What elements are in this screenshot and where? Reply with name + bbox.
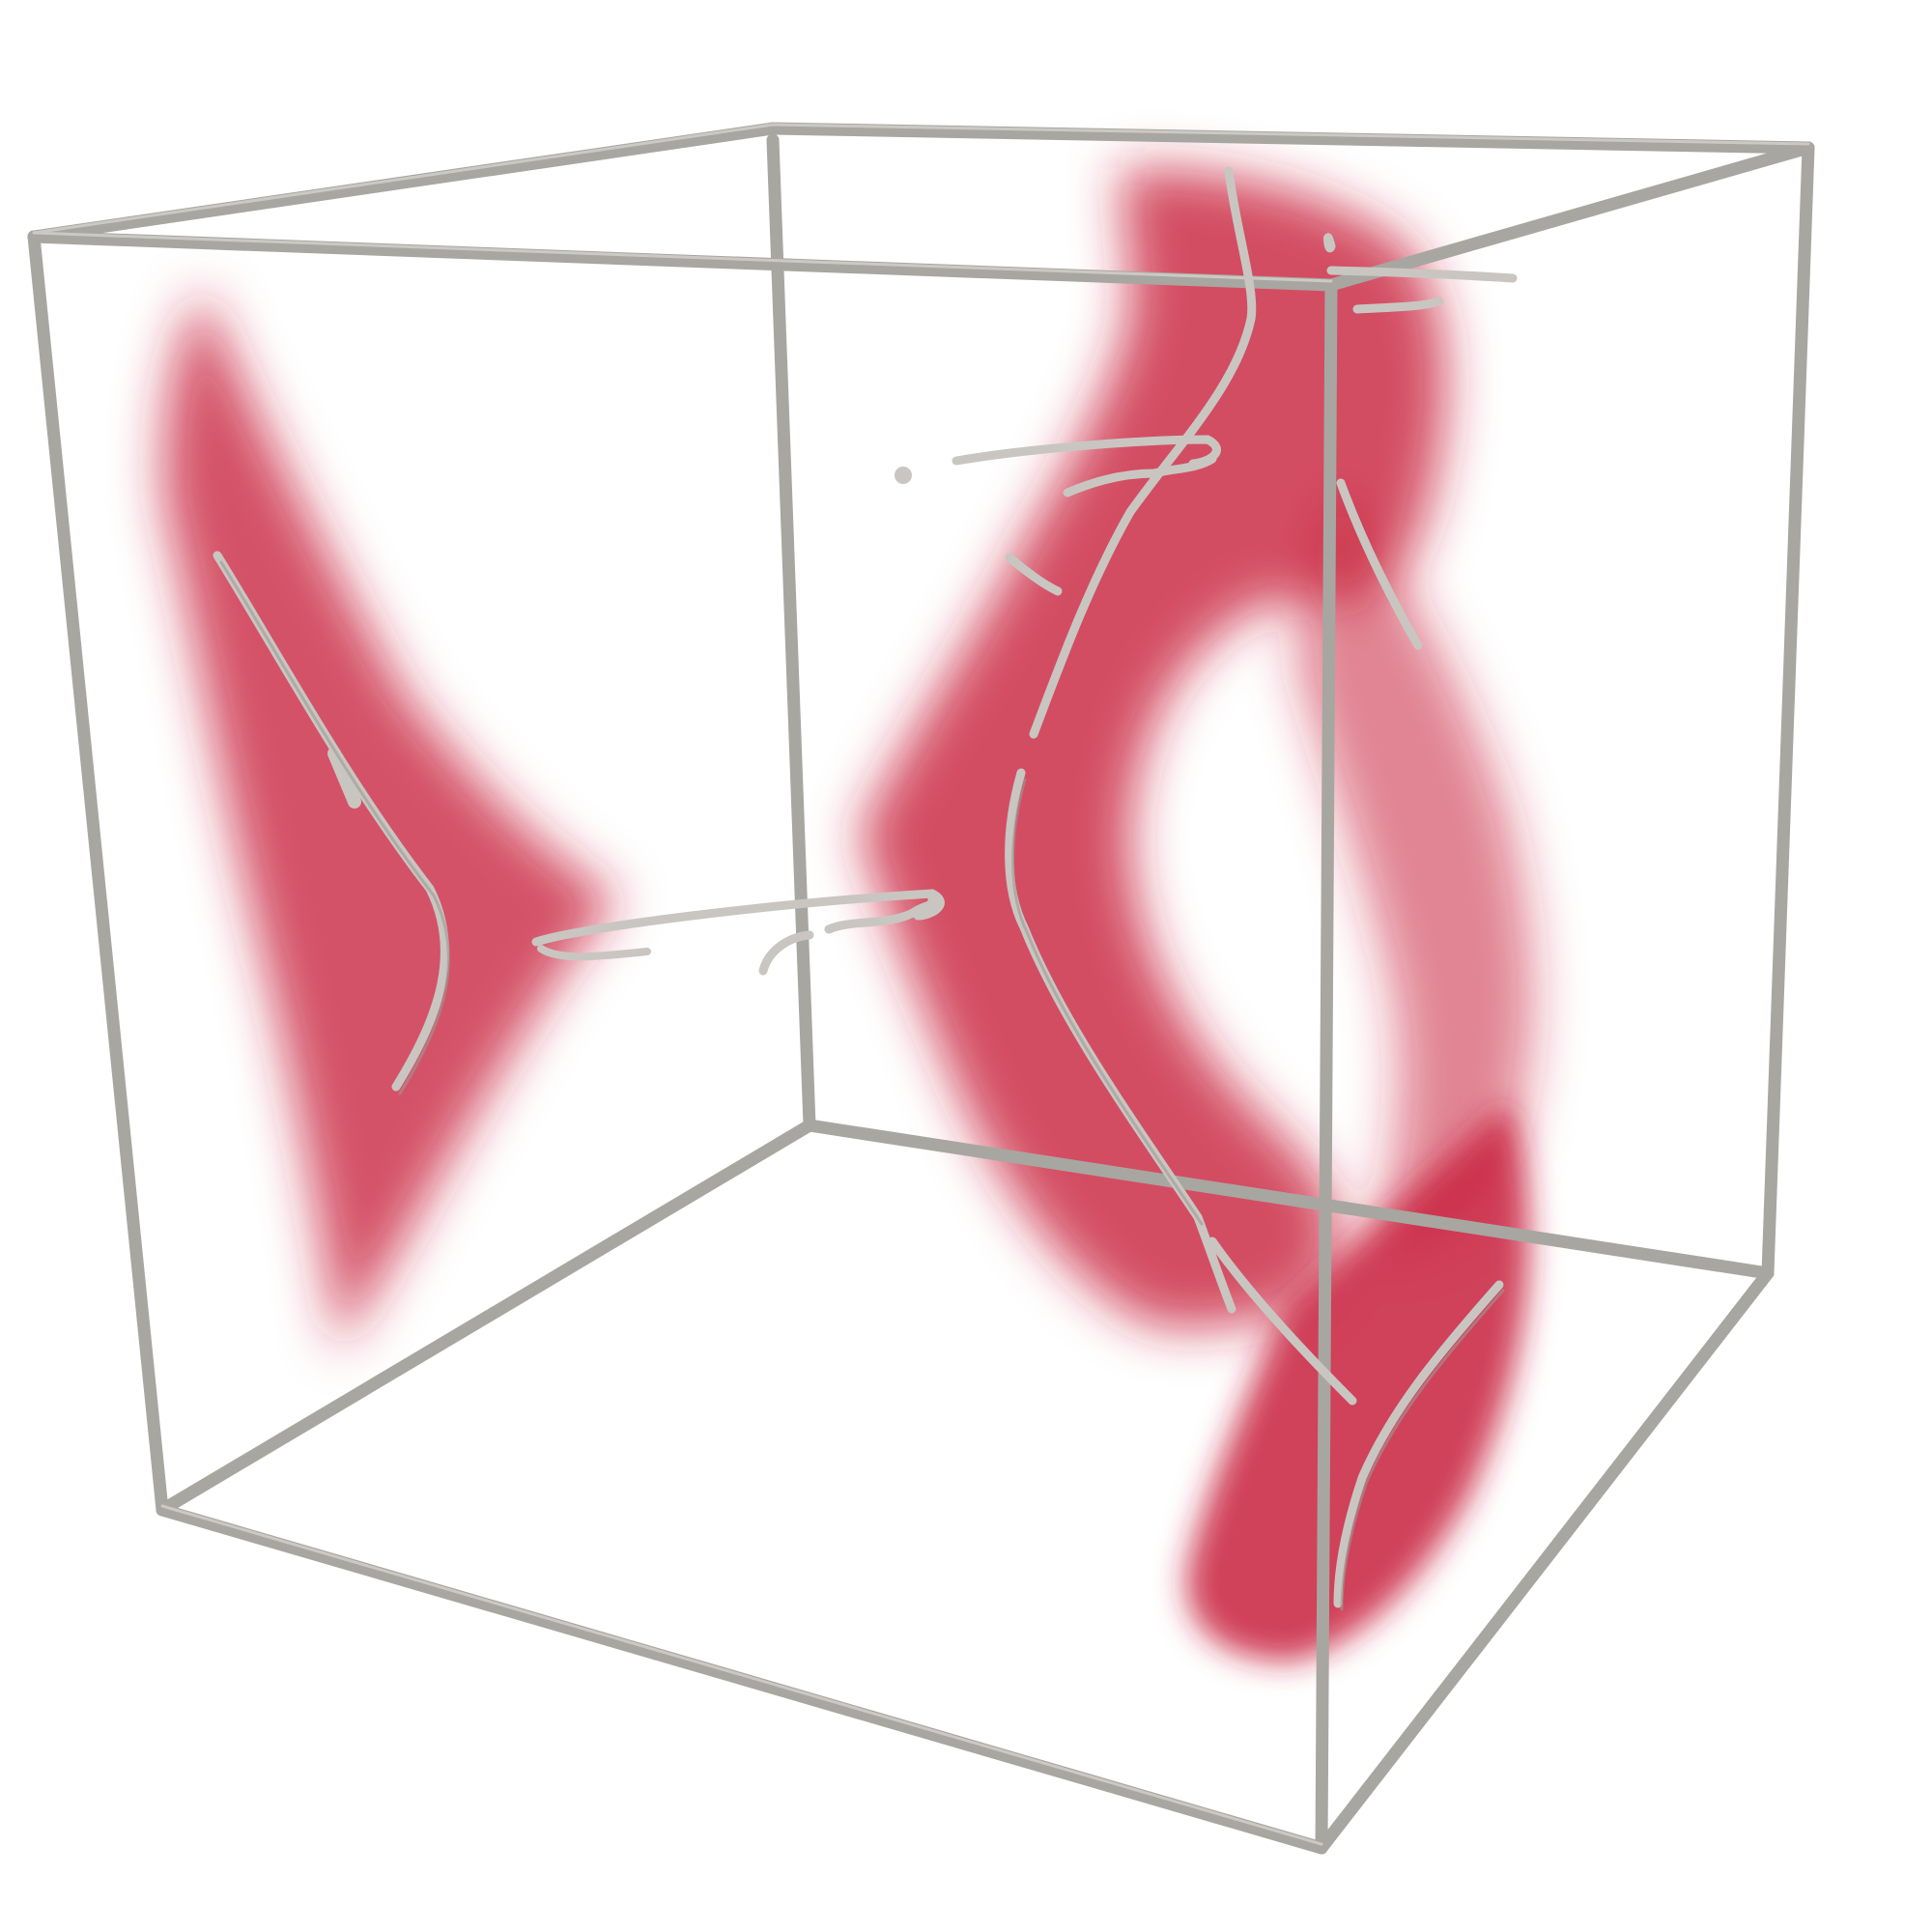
tube-dot [895,467,912,484]
tube-top-right-horizontal [1326,266,1518,283]
red-density-cloud-left [163,290,619,1352]
tube-right-top [1029,166,1257,739]
vortex-core-tubes-shadow [219,560,1505,1611]
tube-lower-diagonal [1208,1236,1357,1406]
tube-right-diagonal [1323,233,1423,650]
tube-top-right-curl [1352,297,1444,314]
red-density-cloud-bottom-right [1186,1101,1530,1662]
tube-center-hook [758,930,814,976]
bounding-box-frame-highlight [32,123,1810,1846]
tube-short-hook [1005,553,1063,596]
tube-center-upper-left [531,889,945,947]
red-density-cloud-right [860,168,1533,1328]
bounding-box-frame [27,122,1815,1855]
tube-center-right-curl [824,894,937,934]
tube-left-stub [327,747,361,809]
tube-bottom-right-arc [1333,1280,1504,1608]
tube-center-lower-left [537,945,651,961]
